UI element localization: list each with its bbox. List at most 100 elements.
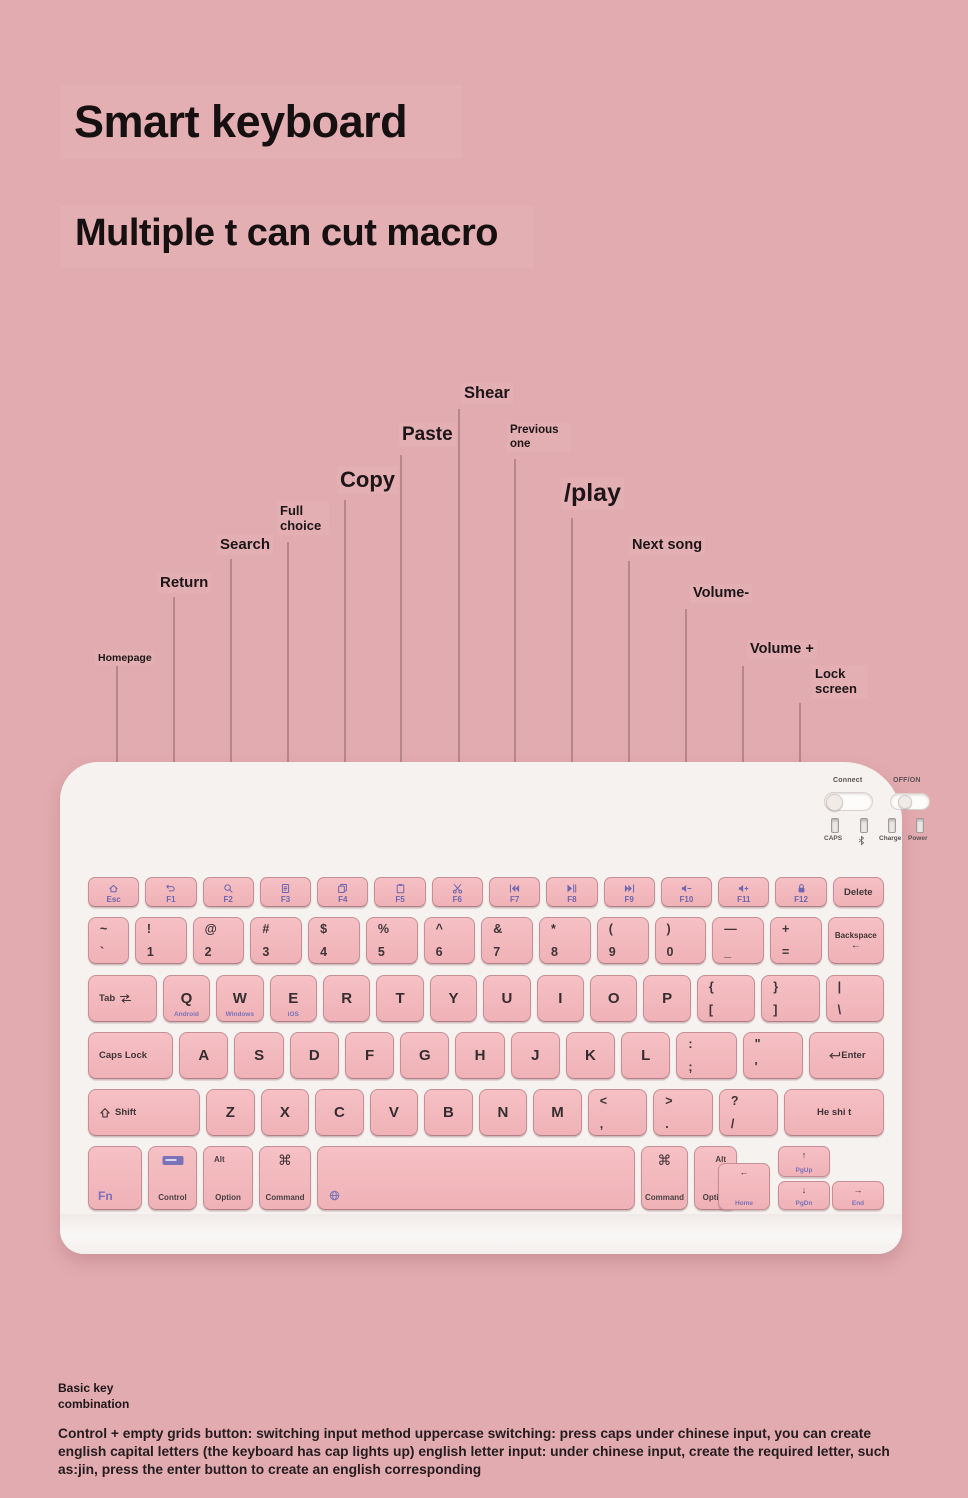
key-top-symbol: { bbox=[708, 980, 714, 994]
key-d: D bbox=[289, 1032, 339, 1079]
key-label: Option bbox=[702, 1193, 729, 1202]
key-pgup: ↑ PgUp bbox=[778, 1146, 830, 1177]
key-label: Command bbox=[265, 1193, 305, 1202]
key-top-symbol: & bbox=[493, 922, 503, 936]
key-f12: F12 bbox=[775, 877, 827, 907]
key-bottom-symbol: _ bbox=[724, 944, 732, 959]
led-caps bbox=[831, 818, 839, 833]
key-bottom-symbol: ' bbox=[754, 1059, 758, 1074]
key-semicolon: :; bbox=[676, 1032, 737, 1079]
key-top-symbol: ) bbox=[666, 922, 671, 936]
callout-volume: Volume + bbox=[747, 640, 817, 660]
power-switch-knob bbox=[898, 794, 912, 809]
back-icon bbox=[165, 883, 176, 894]
key-bracket-left: {[ bbox=[696, 975, 756, 1022]
key-z: Z bbox=[206, 1089, 255, 1136]
key-top-symbol: % bbox=[377, 922, 389, 936]
key-fn: Fn bbox=[88, 1146, 142, 1210]
key-os-label: iOS bbox=[287, 1011, 299, 1018]
key-bottom-symbol: = bbox=[781, 944, 790, 959]
globe-icon bbox=[329, 1190, 340, 1201]
key-letter: Z bbox=[225, 1104, 235, 1121]
callout-line-copy bbox=[344, 500, 346, 883]
key-b: B bbox=[424, 1089, 473, 1136]
pgdn-arrow-icon: ↓ bbox=[801, 1185, 807, 1195]
lock-icon bbox=[796, 883, 807, 894]
callout-line-search bbox=[230, 559, 232, 883]
key-label: End bbox=[851, 1200, 865, 1207]
key-letter: W bbox=[232, 990, 247, 1007]
key-f5: F5 bbox=[374, 877, 426, 907]
search-icon bbox=[223, 883, 234, 894]
key-letter: K bbox=[585, 1047, 596, 1064]
key-letter: V bbox=[388, 1104, 399, 1121]
key-bottom-symbol: ] bbox=[773, 1002, 778, 1017]
key-top-symbol: ? bbox=[730, 1094, 739, 1108]
led-label-charge: Charge bbox=[879, 835, 902, 842]
key-top-symbol: * bbox=[551, 922, 556, 936]
key-h: H bbox=[455, 1032, 505, 1079]
key-delete: Delete bbox=[832, 877, 884, 907]
callout-paste: Paste bbox=[399, 423, 456, 448]
key-i: I bbox=[536, 975, 584, 1022]
key-a: A bbox=[179, 1032, 229, 1079]
key-label: F4 bbox=[338, 894, 348, 904]
key-bracket-right: }] bbox=[761, 975, 820, 1022]
key-bottom-symbol: [ bbox=[708, 1002, 713, 1017]
key-label: F11 bbox=[737, 894, 751, 904]
key-o: O bbox=[590, 975, 638, 1022]
callout-line-volume bbox=[685, 609, 687, 883]
key-f7: F7 bbox=[488, 877, 541, 907]
key-equals: + = bbox=[769, 917, 822, 964]
key-label: Enter bbox=[841, 1050, 866, 1061]
key-bottom-symbol: . bbox=[665, 1116, 669, 1131]
key-f11: F11 bbox=[718, 877, 770, 907]
led-label-power: Power bbox=[908, 835, 928, 842]
callout-volume: Volume- bbox=[690, 584, 753, 604]
key-top-symbol: ~ bbox=[100, 922, 108, 936]
key-label: He shi t bbox=[817, 1107, 852, 1118]
key-m: M bbox=[533, 1089, 582, 1136]
key-bottom-symbol: / bbox=[730, 1116, 735, 1131]
key-6: ^ 6 bbox=[423, 917, 476, 964]
key-letter: L bbox=[641, 1047, 651, 1064]
key-label: Caps Lock bbox=[99, 1050, 148, 1061]
key-letter: D bbox=[308, 1047, 320, 1064]
key-q: Q Android bbox=[162, 975, 211, 1022]
key-os-label: Windows bbox=[225, 1011, 255, 1018]
callout-line-previous-one bbox=[514, 459, 516, 883]
key-3: #3 bbox=[250, 917, 303, 964]
connect-switch-label: Connect bbox=[833, 777, 863, 784]
key-label: Fn bbox=[98, 1189, 113, 1203]
key-letter: Q bbox=[180, 990, 193, 1007]
key-letter: I bbox=[558, 990, 563, 1007]
key-f8: F8 bbox=[546, 877, 598, 907]
key-bottom-symbol: ` bbox=[100, 944, 105, 959]
key-control: Control bbox=[148, 1146, 197, 1210]
key-label: Tab bbox=[99, 993, 116, 1004]
key-caps-lock: Caps Lock bbox=[88, 1032, 174, 1079]
backspace-arrow-icon: ← bbox=[850, 939, 861, 951]
key-top-symbol: @ bbox=[204, 922, 217, 936]
callout-line-full-choice bbox=[287, 542, 289, 883]
key-period: >. bbox=[653, 1089, 713, 1136]
shift-icon bbox=[99, 1107, 111, 1119]
key-label: F1 bbox=[166, 894, 176, 904]
key-f1: F1 bbox=[145, 877, 197, 907]
key-letter: F bbox=[364, 1047, 375, 1064]
power-switch-label: OFF/ON bbox=[893, 777, 921, 784]
key-letter: C bbox=[333, 1104, 345, 1121]
key-label: F9 bbox=[624, 894, 634, 904]
tab-icon bbox=[119, 993, 132, 1004]
key-comma: <, bbox=[587, 1089, 648, 1136]
subtitle-highlight-band bbox=[60, 206, 534, 268]
key-bottom-symbol: 6 bbox=[435, 944, 443, 959]
key-top-symbol: — bbox=[724, 922, 737, 936]
key-j: J bbox=[510, 1032, 560, 1079]
home-arrow-icon: ← bbox=[739, 1167, 749, 1177]
key-label: Command bbox=[644, 1193, 685, 1202]
key-row-5: Fn Control Alt Option ⌘ Command ⌘ Command Alt Opt… bbox=[88, 1146, 737, 1210]
key-backspace: Backspace ← bbox=[827, 917, 884, 964]
led-power bbox=[916, 818, 924, 833]
